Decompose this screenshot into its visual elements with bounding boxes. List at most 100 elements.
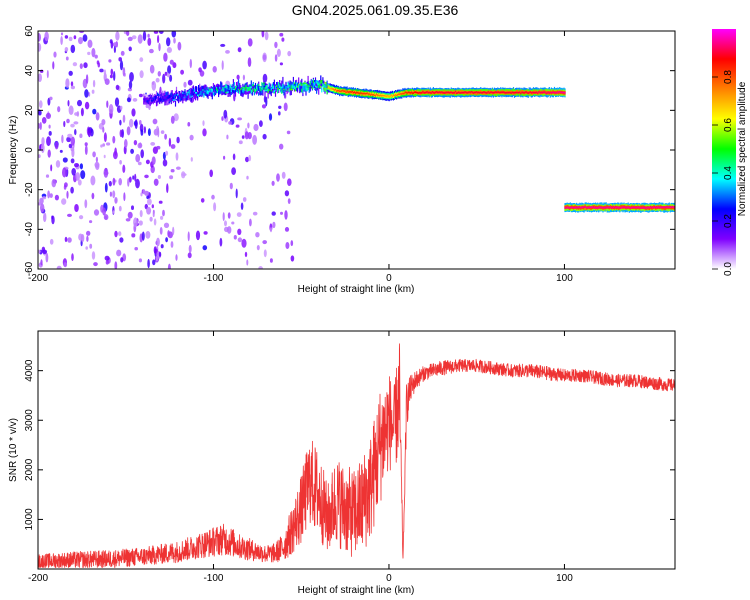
heatmap-cell	[86, 235, 89, 242]
heatmap-ridge	[202, 89, 204, 91]
heatmap-ridge	[404, 91, 406, 94]
heatmap-ridge	[316, 80, 318, 84]
heatmap-ridge	[498, 91, 500, 93]
heatmap-cell	[168, 137, 172, 147]
heatmap-cell	[68, 70, 73, 76]
heatmap-ridge	[260, 87, 262, 92]
heatmap-cell	[62, 167, 67, 178]
heatmap-ridge	[165, 98, 167, 101]
heatmap-cell	[38, 33, 41, 42]
heatmap-ridge	[282, 86, 284, 93]
heatmap-ridge	[158, 95, 160, 101]
heatmap-cell	[176, 166, 181, 170]
heatmap-ridge	[160, 94, 162, 96]
heatmap-ridge	[451, 92, 453, 94]
heatmap-cell	[128, 176, 132, 183]
heatmap-cell	[160, 244, 164, 249]
heatmap-cell	[114, 197, 118, 204]
heatmap-ridge	[304, 85, 306, 92]
heatmap-ridge	[171, 97, 173, 99]
heatmap-ridge	[282, 83, 284, 86]
heatmap-ridge	[155, 101, 158, 104]
heatmap-ridge	[185, 95, 187, 102]
heatmap-ridge	[223, 89, 225, 92]
heatmap-ridge	[163, 99, 165, 101]
heatmap-cell	[108, 59, 112, 63]
heatmap-ridge	[287, 84, 289, 89]
heatmap-ridge	[198, 94, 200, 97]
heatmap-cell	[171, 31, 177, 38]
heatmap-ridge	[571, 206, 573, 209]
heatmap-ridge	[222, 90, 224, 93]
heatmap-cell	[160, 130, 165, 135]
heatmap-ridge	[426, 91, 428, 93]
heatmap-ridge	[421, 92, 423, 94]
heatmap-cell	[170, 144, 176, 149]
heatmap-ridge	[369, 94, 371, 96]
heatmap-cell	[280, 211, 283, 215]
heatmap-ridge	[261, 82, 263, 86]
heatmap-ridge	[433, 92, 436, 94]
heatmap-ridge	[632, 206, 635, 209]
heatmap-cell	[78, 37, 83, 45]
heatmap-ridge	[469, 91, 471, 94]
heatmap-cell	[222, 212, 225, 222]
heatmap-cell	[61, 198, 67, 205]
heatmap-ridge	[512, 91, 515, 94]
heatmap-cell	[189, 134, 194, 141]
heatmap-x-tick-label: 100	[556, 273, 573, 284]
heatmap-cell	[147, 128, 151, 137]
snr-frame	[37, 330, 676, 570]
heatmap-ridge	[372, 94, 374, 96]
heatmap-cell	[109, 191, 112, 197]
heatmap-cell	[247, 38, 253, 47]
heatmap-ridge	[449, 91, 451, 94]
heatmap-ridge	[345, 91, 347, 94]
heatmap-ridge	[485, 92, 487, 94]
heatmap-cell	[54, 194, 60, 201]
heatmap-ridge	[186, 93, 188, 96]
heatmap-ridge	[667, 206, 669, 208]
heatmap-cell	[152, 118, 158, 125]
heatmap-ridge	[349, 91, 351, 93]
heatmap-ridge	[638, 206, 640, 209]
heatmap-ridge	[282, 76, 284, 86]
heatmap-ridge	[285, 87, 287, 89]
heatmap-ridge	[379, 94, 381, 97]
heatmap-cell	[45, 112, 52, 119]
heatmap-cell	[65, 78, 70, 88]
heatmap-cell	[271, 211, 276, 216]
heatmap-ridge	[246, 82, 248, 89]
heatmap-cell	[240, 202, 244, 210]
heatmap-ridge	[184, 90, 186, 95]
heatmap-ridge	[200, 91, 202, 95]
heatmap-cell	[83, 62, 88, 69]
heatmap-cell	[92, 79, 96, 88]
heatmap-ridge	[273, 90, 275, 92]
heatmap-cell	[227, 212, 231, 219]
heatmap-cell	[138, 93, 143, 98]
heatmap-ridge	[237, 91, 239, 93]
heatmap-cell	[47, 97, 51, 106]
heatmap-ridge	[585, 206, 587, 209]
heatmap-ridge	[526, 91, 528, 94]
heatmap-ridge	[199, 87, 201, 94]
heatmap-ridge	[484, 91, 486, 94]
heatmap-ridge	[285, 81, 287, 88]
heatmap-ridge	[212, 86, 214, 88]
heatmap-cell	[287, 178, 292, 186]
heatmap-cell	[121, 129, 124, 138]
heatmap-ridge	[146, 100, 148, 103]
heatmap-ridge	[342, 89, 344, 92]
colorbar-tick-label: 0.6	[723, 118, 734, 132]
heatmap-ridge	[245, 84, 247, 89]
heatmap-ridge	[203, 93, 205, 98]
heatmap-ridge	[537, 92, 539, 94]
heatmap-cell	[122, 67, 126, 77]
heatmap-ridge	[431, 91, 433, 93]
heatmap-ridge	[267, 88, 269, 92]
heatmap-ridge	[204, 88, 206, 93]
heatmap-cell	[245, 156, 249, 163]
heatmap-cell	[149, 48, 154, 54]
